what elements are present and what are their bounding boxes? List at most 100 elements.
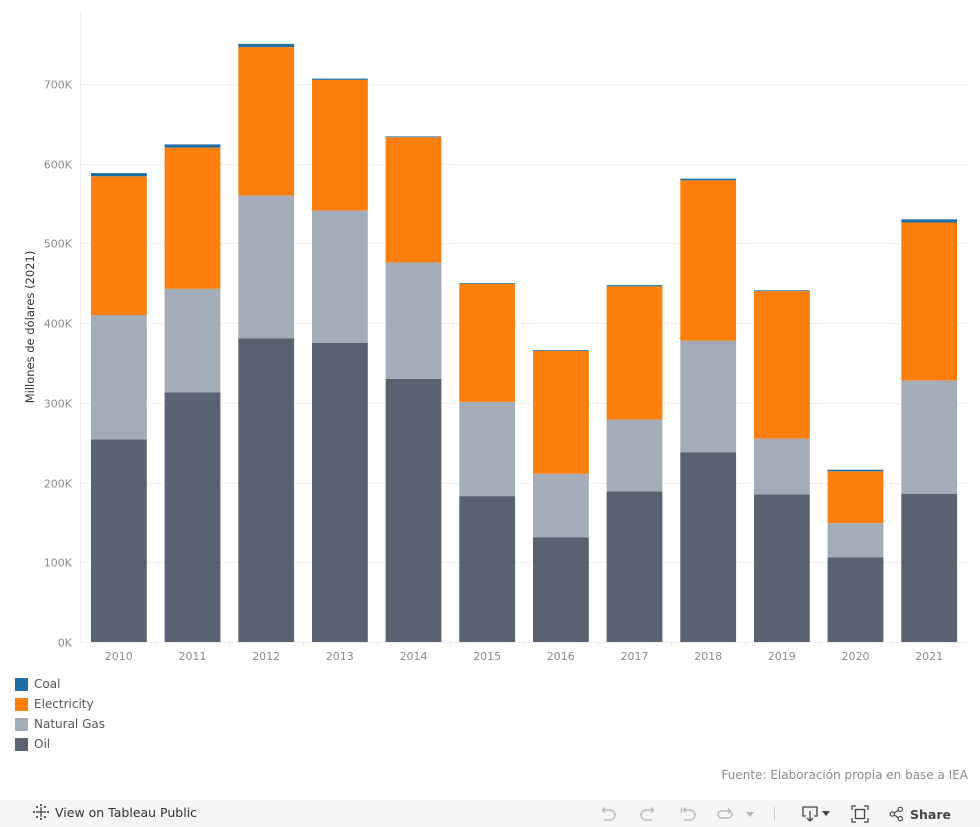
bar-segment-natural-gas[interactable] <box>754 438 810 495</box>
x-tick-label: 2019 <box>768 650 796 663</box>
bar-segment-electricity[interactable] <box>754 291 810 439</box>
bar-segment-oil[interactable] <box>827 557 884 643</box>
fullscreen-button[interactable] <box>850 804 870 824</box>
legend: Coal Electricity Natural Gas Oil <box>15 674 105 754</box>
bar-segment-electricity[interactable] <box>533 350 589 474</box>
x-tick-label: 2011 <box>179 650 207 663</box>
bar-segment-electricity[interactable] <box>91 176 147 316</box>
chevron-down-icon <box>746 812 754 817</box>
legend-label-electricity: Electricity <box>34 697 94 711</box>
bar-stack-2014[interactable] <box>385 136 442 642</box>
bar-stack-2013[interactable] <box>312 78 368 642</box>
bar-segment-coal[interactable] <box>901 219 958 223</box>
bar-segment-coal[interactable] <box>312 78 368 80</box>
bar-segment-natural-gas[interactable] <box>164 288 221 393</box>
share-button[interactable]: Share <box>889 804 951 824</box>
view-on-tableau-public-label: View on Tableau Public <box>55 804 198 820</box>
bar-segment-natural-gas[interactable] <box>533 473 589 538</box>
bar-segment-electricity[interactable] <box>901 222 958 381</box>
bar-segment-electricity[interactable] <box>459 283 516 402</box>
bar-stack-2012[interactable] <box>238 43 295 642</box>
bar-segment-electricity[interactable] <box>164 147 221 289</box>
view-on-tableau-public-link[interactable]: View on Tableau Public <box>33 804 197 820</box>
x-tick-label: 2014 <box>400 650 428 663</box>
bar-segment-natural-gas[interactable] <box>312 210 368 343</box>
bar-stack-2011[interactable] <box>164 144 221 642</box>
bar-segment-natural-gas[interactable] <box>680 340 737 453</box>
x-tick-label: 2021 <box>915 650 943 663</box>
bar-segment-coal[interactable] <box>606 285 663 287</box>
bar-segment-natural-gas[interactable] <box>827 523 884 558</box>
bar-stack-2018[interactable] <box>680 178 737 642</box>
bar-segment-electricity[interactable] <box>606 286 663 420</box>
bar-segment-oil[interactable] <box>606 491 663 642</box>
legend-item-electricity[interactable]: Electricity <box>15 694 105 714</box>
bar-segment-oil[interactable] <box>901 493 958 642</box>
bars <box>91 43 958 643</box>
bar-stack-2021[interactable] <box>901 219 958 642</box>
bar-segment-coal[interactable] <box>459 283 516 284</box>
bar-segment-coal[interactable] <box>385 136 442 138</box>
bar-segment-natural-gas[interactable] <box>91 315 147 440</box>
bar-segment-oil[interactable] <box>385 378 442 642</box>
y-tick-label: 500K <box>44 238 73 251</box>
legend-item-oil[interactable]: Oil <box>15 734 105 754</box>
bar-segment-coal[interactable] <box>164 144 221 148</box>
bar-segment-oil[interactable] <box>680 452 737 642</box>
bar-segment-natural-gas[interactable] <box>901 380 958 494</box>
bar-segment-coal[interactable] <box>754 290 810 292</box>
y-axis-ticks: 0K 100K 200K 300K 400K 500K 600K 700K <box>44 79 73 650</box>
y-tick-label: 600K <box>44 159 73 172</box>
bar-segment-oil[interactable] <box>533 537 589 643</box>
refresh-icon <box>717 808 733 819</box>
bar-stack-2016[interactable] <box>533 350 589 642</box>
source-note: Fuente: Elaboración propia en base a IEA <box>721 768 968 782</box>
bar-segment-oil[interactable] <box>238 338 295 642</box>
refresh-dropdown[interactable] <box>744 804 756 824</box>
undo-button[interactable] <box>598 804 618 824</box>
tableau-toolbar: View on Tableau Public <box>0 800 980 827</box>
x-tick-label: 2017 <box>621 650 649 663</box>
bar-segment-coal[interactable] <box>91 173 147 177</box>
revert-icon <box>680 807 696 821</box>
legend-item-natural-gas[interactable]: Natural Gas <box>15 714 105 734</box>
bar-segment-electricity[interactable] <box>680 180 737 341</box>
bar-segment-oil[interactable] <box>754 494 810 643</box>
bar-stack-2019[interactable] <box>754 290 810 642</box>
x-tick-label: 2012 <box>252 650 280 663</box>
undo-icon <box>601 807 616 821</box>
bar-stack-2015[interactable] <box>459 283 516 642</box>
share-label: Share <box>910 806 951 822</box>
bar-segment-natural-gas[interactable] <box>385 262 442 379</box>
bar-segment-natural-gas[interactable] <box>459 402 516 497</box>
bar-segment-electricity[interactable] <box>827 471 884 524</box>
bar-stack-2020[interactable] <box>827 469 884 643</box>
tableau-logo-icon <box>33 804 49 820</box>
y-tick-label: 100K <box>44 557 73 570</box>
x-tick-label: 2013 <box>326 650 354 663</box>
download-button[interactable] <box>800 804 832 824</box>
bar-segment-coal[interactable] <box>827 469 884 472</box>
bar-segment-coal[interactable] <box>238 43 295 48</box>
bar-segment-electricity[interactable] <box>312 79 368 211</box>
legend-item-coal[interactable]: Coal <box>15 674 105 694</box>
redo-button[interactable] <box>638 804 658 824</box>
bar-segment-electricity[interactable] <box>238 47 295 196</box>
bar-segment-oil[interactable] <box>312 342 368 642</box>
bar-segment-natural-gas[interactable] <box>606 419 663 492</box>
bar-segment-oil[interactable] <box>91 439 147 642</box>
bar-stack-2010[interactable] <box>91 173 147 642</box>
redo-icon <box>640 807 655 821</box>
bar-stack-2017[interactable] <box>606 285 663 642</box>
bar-segment-oil[interactable] <box>164 392 221 642</box>
bar-segment-natural-gas[interactable] <box>238 195 295 339</box>
bar-segment-coal[interactable] <box>533 350 589 351</box>
bar-segment-coal[interactable] <box>680 178 737 181</box>
revert-button[interactable] <box>678 804 698 824</box>
bar-segment-electricity[interactable] <box>385 137 442 263</box>
x-tick-label: 2015 <box>473 650 501 663</box>
bar-segment-oil[interactable] <box>459 496 516 642</box>
toolbar-separator <box>774 807 775 820</box>
refresh-button[interactable] <box>715 804 737 824</box>
